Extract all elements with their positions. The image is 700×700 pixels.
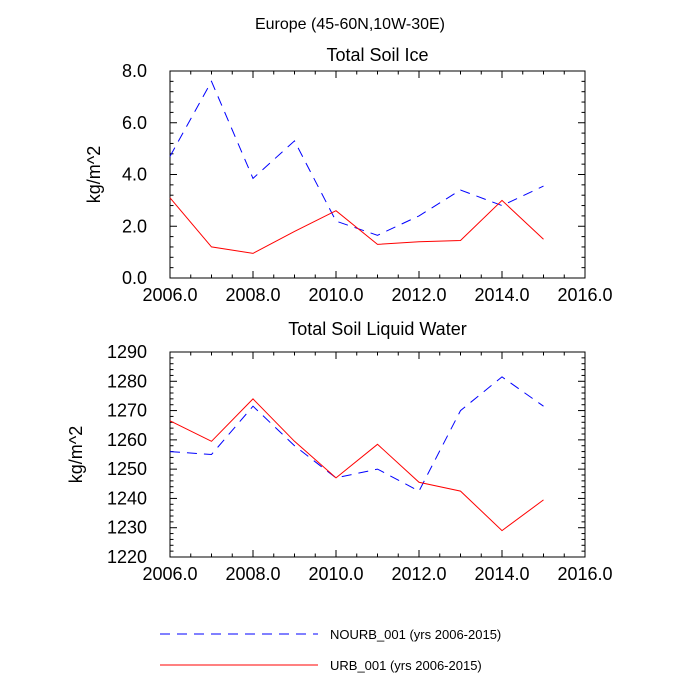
x-tick-label-soil-liquid-water: 2012.0 — [391, 564, 446, 584]
x-tick-label-soil-ice: 2016.0 — [557, 285, 612, 305]
y-axis-label-soil-ice: kg/m^2 — [84, 146, 104, 203]
x-tick-label-soil-ice: 2012.0 — [391, 285, 446, 305]
x-tick-label-soil-ice: 2010.0 — [308, 285, 363, 305]
y-tick-label-soil-ice: 0.0 — [122, 268, 147, 288]
x-tick-label-soil-liquid-water: 2014.0 — [474, 564, 529, 584]
x-tick-label-soil-ice: 2008.0 — [225, 285, 280, 305]
y-tick-label-soil-liquid-water: 1220 — [107, 547, 147, 567]
legend: NOURB_001 (yrs 2006-2015) URB_001 (yrs 2… — [160, 627, 501, 673]
y-tick-label-soil-ice: 8.0 — [122, 61, 147, 81]
plot-frame-soil-liquid-water — [169, 351, 586, 558]
x-tick-label-soil-liquid-water: 2010.0 — [308, 564, 363, 584]
chart-title-soil-liquid-water: Total Soil Liquid Water — [288, 319, 466, 339]
y-tick-label-soil-liquid-water: 1270 — [107, 401, 147, 421]
series-line-nourb-soil-liquid-water — [169, 376, 544, 492]
x-tick-label-soil-ice: 2006.0 — [142, 285, 197, 305]
x-tick-label-soil-liquid-water: 2008.0 — [225, 564, 280, 584]
panel-total-soil-ice: Total Soil Ice kg/m^2 2006.0 2008.0 2010.0 20… — [84, 45, 613, 305]
y-tick-label-soil-liquid-water: 1240 — [107, 488, 147, 508]
x-tick-label-soil-liquid-water: 2006.0 — [142, 564, 197, 584]
y-tick-label-soil-ice: 6.0 — [122, 113, 147, 133]
y-tick-label-soil-liquid-water: 1230 — [107, 518, 147, 538]
series-line-nourb-soil-ice — [169, 80, 544, 236]
plot-frame-soil-ice — [169, 70, 586, 279]
y-tick-label-soil-liquid-water: 1290 — [107, 342, 147, 362]
legend-label-urb: URB_001 (yrs 2006-2015) — [330, 658, 482, 673]
series-line-urb-soil-liquid-water — [169, 398, 544, 532]
x-tick-label-soil-liquid-water: 2016.0 — [557, 564, 612, 584]
panel-total-soil-liquid-water: Total Soil Liquid Water kg/m^2 2006.0 2008.… — [66, 319, 613, 584]
y-tick-label-soil-liquid-water: 1280 — [107, 371, 147, 391]
chart-title-soil-ice: Total Soil Ice — [326, 45, 428, 65]
main-title: Europe (45-60N,10W-30E) — [255, 16, 445, 33]
y-tick-label-soil-liquid-water: 1260 — [107, 430, 147, 450]
series-line-urb-soil-ice — [169, 197, 544, 254]
y-axis-label-soil-liquid-water: kg/m^2 — [66, 426, 86, 483]
legend-label-nourb: NOURB_001 (yrs 2006-2015) — [330, 627, 501, 642]
x-tick-label-soil-ice: 2014.0 — [474, 285, 529, 305]
y-tick-label-soil-ice: 2.0 — [122, 216, 147, 236]
y-tick-label-soil-ice: 4.0 — [122, 165, 147, 185]
y-tick-label-soil-liquid-water: 1250 — [107, 459, 147, 479]
